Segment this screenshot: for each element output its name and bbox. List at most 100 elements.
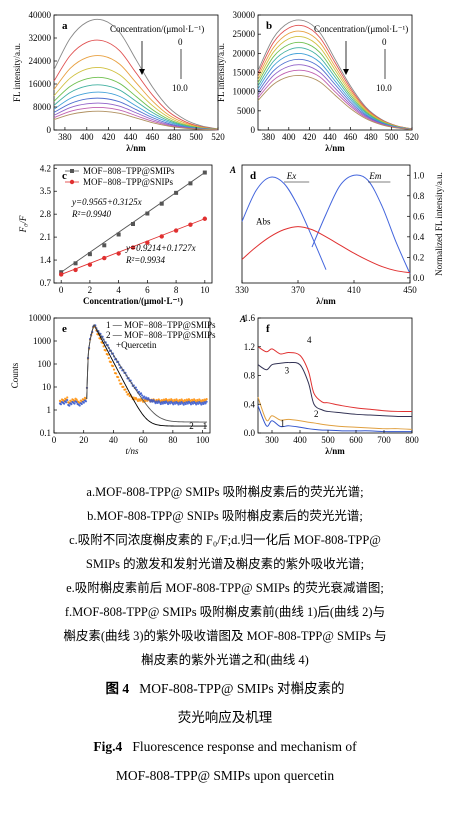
spectrum-line-d — [241, 226, 411, 274]
decay-point-e — [125, 390, 128, 394]
y-axis-label-c: F₀/F — [18, 215, 28, 233]
y-axis-label-e: Counts — [10, 362, 20, 388]
x-tick-label-b: 380 — [262, 132, 276, 142]
decay-point-e — [120, 382, 123, 385]
y-tick-label-e: 0.1 — [40, 428, 51, 438]
arrow-end-label-b: 10.0 — [376, 83, 392, 93]
x-tick-label-a: 480 — [168, 132, 182, 142]
x-tick-label-f: 700 — [377, 435, 391, 445]
panel-label-c: c — [62, 170, 67, 182]
x-tick-label-c: 4 — [116, 285, 121, 295]
y-tick-label-c: 1.4 — [40, 255, 52, 265]
decay-point-e — [156, 401, 159, 404]
decay-point-e — [145, 396, 148, 399]
data-point-c — [130, 245, 136, 250]
curve-label-e: 1 — [203, 421, 208, 431]
decay-point-e — [205, 400, 208, 403]
fit-equation-c: y=0.9565+0.3125x — [71, 197, 142, 207]
decay-point-e — [127, 392, 130, 395]
decay-point-e — [138, 399, 142, 402]
y-tick-label-d: 0.0 — [413, 273, 425, 283]
decay-point-e — [137, 390, 141, 393]
figure-number-en: Fig.4 — [93, 739, 123, 754]
decay-point-e — [111, 365, 115, 368]
plot-frame-e — [53, 317, 211, 434]
arrow-start-label-a: 0 — [178, 37, 183, 47]
figure-panels: 380 400 420 440 460 480 500 5200800016000240003… — [10, 10, 444, 456]
x-axis-label-b: λ/nm — [325, 143, 345, 153]
x-tick-label-a: 520 — [211, 132, 225, 142]
decay-point-e — [135, 398, 139, 401]
spectrum-line-a — [53, 55, 219, 130]
arrow-end-label-a: 10.0 — [172, 83, 188, 93]
decay-point-e — [118, 379, 121, 382]
y-tick-label-a: 16000 — [29, 79, 52, 89]
plot-frame-a — [53, 14, 219, 131]
decay-point-e — [202, 402, 205, 406]
x-tick-label-a: 380 — [58, 132, 72, 142]
y-tick-label-b: 5000 — [237, 106, 256, 116]
decay-point-e — [172, 403, 175, 406]
decay-point-e — [204, 402, 207, 405]
x-tick-label-a: 440 — [124, 132, 138, 142]
x-tick-label-a: 400 — [80, 132, 94, 142]
spectrum-line-f — [257, 396, 413, 430]
y-axis-label-f: A — [239, 314, 246, 324]
x-tick-label-a: 460 — [146, 132, 160, 142]
x-tick-label-f: 800 — [405, 435, 419, 445]
decay-point-e — [179, 402, 182, 405]
spectrum-line-b — [257, 69, 413, 130]
decay-point-e — [82, 401, 85, 404]
y-axis-label-right-d: Normalized FL intensity/a.u. — [434, 172, 444, 276]
fit-curve-e — [86, 324, 208, 423]
decay-point-e — [197, 402, 200, 405]
concentration-arrow-head-a — [139, 69, 145, 75]
decay-point-e — [205, 397, 208, 401]
data-point-c — [173, 228, 179, 233]
x-tick-label-b: 500 — [385, 132, 399, 142]
y-tick-label-d: 0.8 — [413, 191, 425, 201]
legend-label-e: 2 — MOF−808−TPP@SMIPs — [106, 330, 216, 340]
y-tick-label-d: 0.4 — [413, 232, 425, 242]
data-point-c — [202, 170, 207, 175]
data-point-c — [131, 222, 135, 226]
x-tick-label-d: 450 — [403, 285, 417, 295]
y-tick-label-b: 0 — [251, 125, 256, 135]
x-axis-label-f: λ/nm — [325, 446, 345, 456]
decay-point-e — [84, 400, 88, 403]
caption-line-f2: 槲皮素(曲线 3)的紫外吸收谱图及 MOF-808-TPP@ SMIPs 与 — [63, 629, 387, 643]
x-axis-label-d: λ/nm — [316, 296, 336, 306]
decay-point-e — [109, 361, 113, 364]
decay-point-e — [70, 402, 73, 406]
fit-r2-c: R²=0.9934 — [125, 255, 166, 265]
decay-point-e — [78, 404, 81, 407]
panel-label-e: e — [62, 323, 67, 335]
decay-point-e — [147, 397, 150, 400]
data-point-c — [73, 267, 78, 273]
y-tick-label-c: 0.7 — [40, 278, 52, 288]
decay-point-e — [115, 372, 118, 375]
data-point-c — [102, 243, 107, 248]
x-tick-label-d: 370 — [291, 285, 305, 295]
decay-point-e — [186, 402, 189, 405]
spectrum-line-d — [311, 174, 411, 274]
arrow-start-label-b: 0 — [382, 37, 387, 47]
x-tick-label-d: 330 — [235, 285, 249, 295]
y-tick-label-b: 25000 — [233, 29, 256, 39]
x-tick-label-a: 500 — [189, 132, 203, 142]
abs-label-d: Abs — [256, 217, 271, 227]
decay-point-e — [154, 402, 157, 405]
plot-frame-c — [53, 164, 213, 284]
fit-curve-e — [86, 324, 208, 427]
decay-point-e — [139, 392, 143, 395]
decay-point-e — [112, 368, 116, 371]
decay-point-e — [143, 395, 146, 398]
spectrum-line-f — [257, 405, 412, 433]
x-tick-label-f: 400 — [293, 435, 307, 445]
decay-point-e — [104, 349, 107, 352]
decay-point-e — [200, 403, 203, 406]
decay-point-e — [182, 403, 185, 406]
data-point-c — [174, 190, 179, 195]
data-point-c — [188, 181, 193, 186]
decay-point-e — [75, 398, 78, 401]
